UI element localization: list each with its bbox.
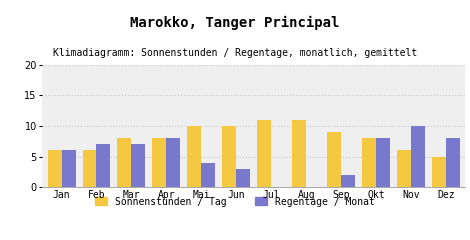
Bar — [397, 150, 411, 187]
Bar — [341, 175, 355, 187]
Bar — [411, 126, 425, 187]
Bar — [292, 120, 306, 187]
Bar — [257, 120, 271, 187]
Text: Copyright (C) 2011 sonnenlaender.de: Copyright (C) 2011 sonnenlaender.de — [141, 223, 329, 233]
Bar — [446, 138, 460, 187]
Bar — [201, 163, 215, 187]
Bar — [62, 150, 76, 187]
Bar — [152, 138, 166, 187]
Bar — [362, 138, 376, 187]
Text: Marokko, Tanger Principal: Marokko, Tanger Principal — [130, 15, 340, 30]
Bar — [236, 169, 251, 187]
Bar — [188, 126, 201, 187]
Bar — [327, 132, 341, 187]
Bar — [47, 150, 62, 187]
Bar — [222, 126, 236, 187]
Bar — [96, 144, 110, 187]
Bar — [376, 138, 390, 187]
Text: Klimadiagramm: Sonnenstunden / Regentage, monatlich, gemittelt: Klimadiagramm: Sonnenstunden / Regentage… — [53, 48, 417, 58]
Bar — [432, 156, 446, 187]
Bar — [132, 144, 145, 187]
Bar — [83, 150, 96, 187]
Bar — [166, 138, 180, 187]
Legend: Sonnenstunden / Tag, Regentage / Monat: Sonnenstunden / Tag, Regentage / Monat — [91, 193, 379, 210]
Bar — [118, 138, 132, 187]
